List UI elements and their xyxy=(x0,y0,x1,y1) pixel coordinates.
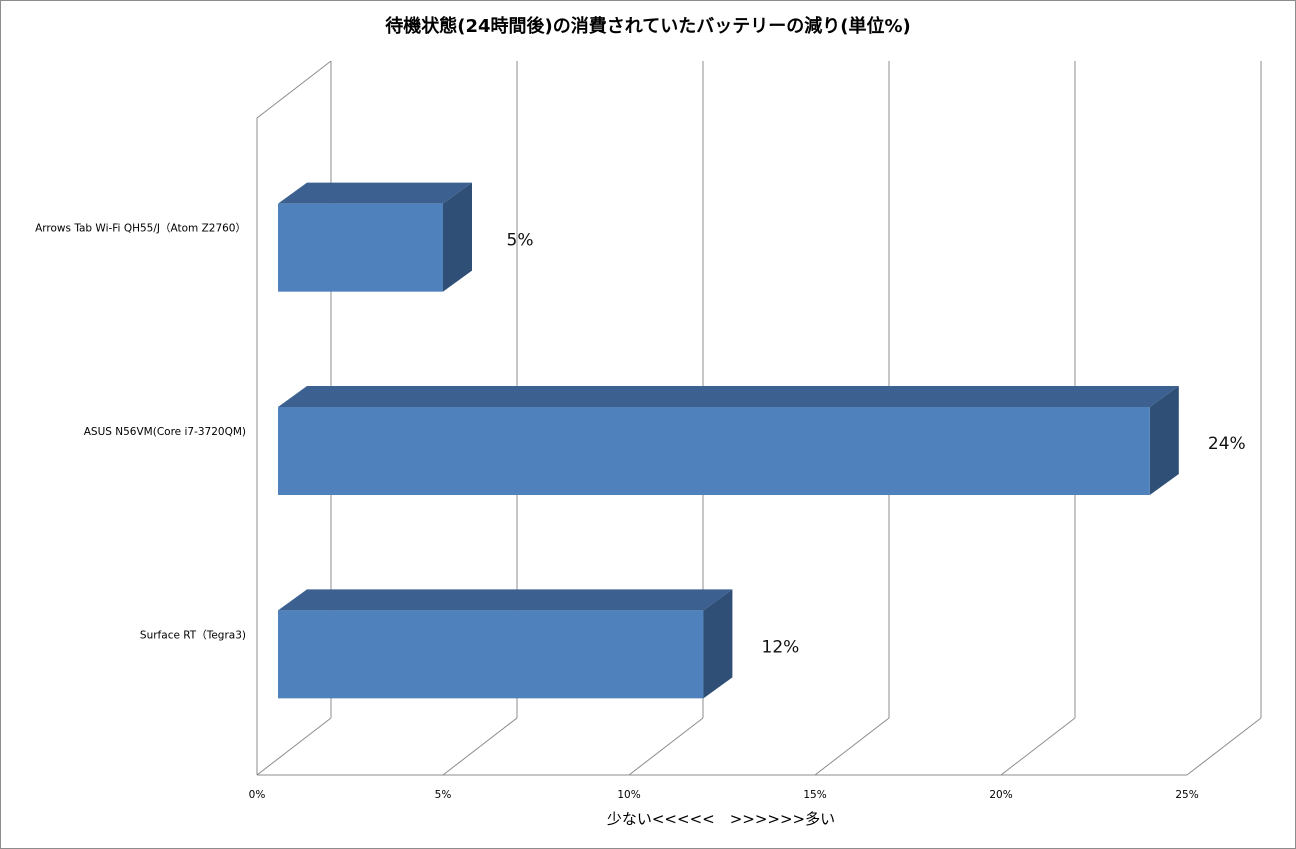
x-tick-label: 0% xyxy=(249,789,266,801)
x-tick-labels: 0% 5% 10% 15% 20% 25% xyxy=(249,789,1199,801)
bar-top-face xyxy=(278,182,472,204)
chart-title: 待機状態(24時間後)の消費されていたバッテリーの減り(単位%) xyxy=(385,15,910,37)
data-label: 12% xyxy=(762,637,800,657)
bar-top-face xyxy=(278,386,1179,407)
bars xyxy=(278,182,1179,699)
floor-gridline xyxy=(1000,717,1076,776)
bar xyxy=(278,386,1179,495)
bar-side-face xyxy=(703,589,733,699)
bar-side-face xyxy=(443,182,472,292)
floor-gridline xyxy=(628,717,704,776)
bar-top-face xyxy=(278,589,733,611)
x-axis-title: 少ない<<<<< >>>>>>多い xyxy=(607,810,835,828)
category-label: ASUS N56VM(Core i7-3720QM) xyxy=(84,426,246,438)
floor-gridline xyxy=(256,717,332,776)
bar-front-face xyxy=(278,203,443,292)
x-tick-label: 20% xyxy=(989,789,1012,801)
floor-gridline xyxy=(1186,717,1262,776)
data-labels: 5% 24% 12% xyxy=(507,231,1246,658)
left-wall xyxy=(256,60,332,775)
floor-gridline xyxy=(442,717,518,776)
bar-side-face xyxy=(1149,386,1179,495)
bar-front-face xyxy=(278,610,704,699)
bar xyxy=(278,589,733,699)
x-tick-label: 5% xyxy=(435,789,452,801)
x-tick-label: 10% xyxy=(617,789,640,801)
category-label: Arrows Tab Wi-Fi QH55/J（Atom Z2760） xyxy=(35,223,246,235)
bar-front-face xyxy=(278,407,1150,495)
floor-gridline xyxy=(814,717,890,776)
category-label: Surface RT（Tegra3) xyxy=(140,629,246,641)
x-tick-label: 25% xyxy=(1175,789,1198,801)
bar xyxy=(278,182,472,292)
category-labels: Arrows Tab Wi-Fi QH55/J（Atom Z2760） ASUS … xyxy=(35,223,246,642)
data-label: 5% xyxy=(507,231,534,251)
data-label: 24% xyxy=(1208,434,1246,454)
x-tick-label: 15% xyxy=(803,789,826,801)
